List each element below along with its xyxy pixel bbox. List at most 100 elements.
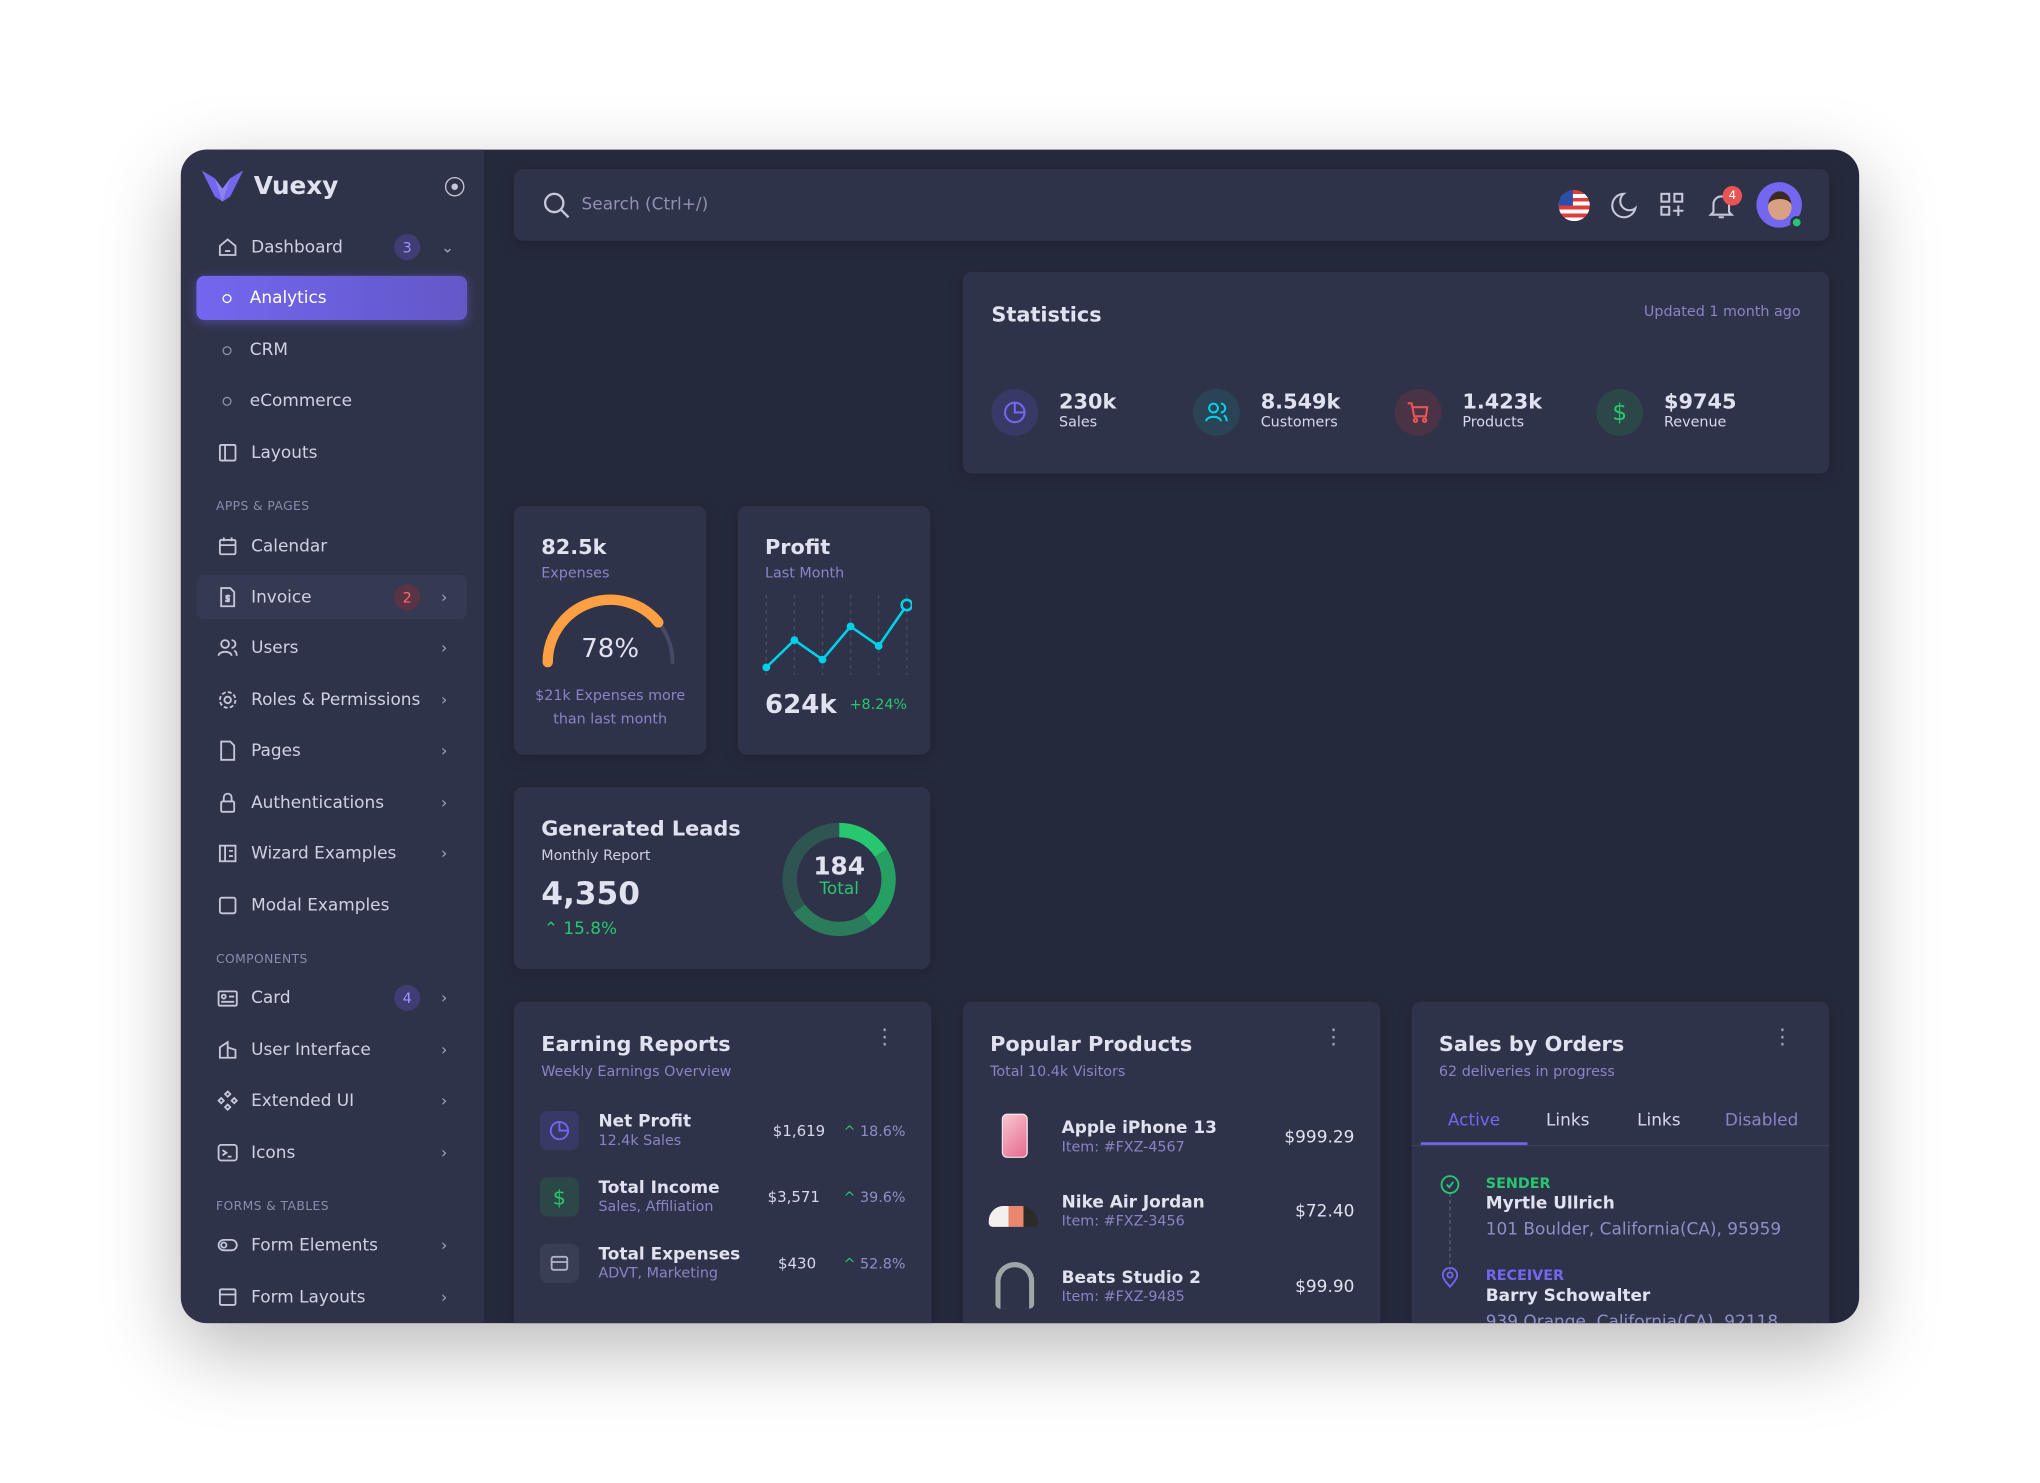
timeline-line (1449, 1193, 1451, 1272)
extended-icon (217, 1090, 239, 1112)
chevron-right-icon: › (441, 844, 448, 863)
search-icon[interactable] (543, 191, 572, 220)
earning-row: $ Total Income Sales, Affiliation $3,571 … (539, 1177, 906, 1217)
sidebar-item-pages[interactable]: Pages › (196, 729, 467, 773)
dollar-icon: $ (539, 1177, 579, 1217)
wizard-icon (217, 843, 238, 864)
profit-point (846, 622, 855, 631)
tab-links[interactable]: Links (1545, 1111, 1590, 1131)
chevron-right-icon: › (441, 988, 448, 1007)
more-vertical-icon[interactable]: ⋮ (1323, 1023, 1344, 1049)
sidebar-item-extended-ui[interactable]: Extended UI › (196, 1079, 467, 1123)
sidebar-item-dashboard[interactable]: Dashboard 3 ⌄ (196, 225, 467, 269)
lock-icon (217, 792, 238, 813)
map-pin-icon (1441, 1267, 1459, 1289)
terminal-icon (217, 1142, 238, 1163)
card-badge: 4 (394, 984, 421, 1011)
leads-change: ⌃ 15.8% (543, 919, 618, 940)
form-layout-icon (217, 1287, 238, 1308)
expenses-card: 82.5k Expenses 78% $21k Expenses more tha… (513, 506, 707, 755)
chevron-right-icon: › (441, 1143, 448, 1162)
us-flag-icon[interactable] (1558, 189, 1590, 222)
layout-icon (217, 442, 238, 463)
sidebar-item-wizard-examples[interactable]: Wizard Examples › (196, 831, 467, 875)
sidebar-item-analytics[interactable]: Analytics (196, 275, 468, 321)
sidebar-item-layouts[interactable]: Layouts (196, 431, 467, 475)
square-icon (217, 895, 238, 916)
settings-icon (217, 690, 238, 711)
arrow-up-icon: ⌃ (543, 919, 564, 940)
brand[interactable]: Vuexy (201, 170, 339, 202)
pie-chart-icon (991, 389, 1039, 436)
sidebar-item-roles-permissions[interactable]: Roles & Permissions › (196, 678, 467, 722)
product-row[interactable]: Beats Studio 2 Item: #FXZ-9485 $99.90 (989, 1261, 1354, 1311)
tab-disabled: Disabled (1724, 1111, 1799, 1131)
stat-customers: 8.549k Customers (1193, 389, 1395, 436)
product-row[interactable]: Apple iPhone 13 Item: #FXZ-4567 $999.29 (989, 1113, 1354, 1161)
product-row[interactable]: Nike Air Jordan Item: #FXZ-3456 $72.40 (988, 1188, 1354, 1235)
sidebar-item-icons[interactable]: Icons › (196, 1131, 467, 1175)
file-icon (217, 740, 238, 761)
sidebar-item-authentications[interactable]: Authentications › (196, 781, 467, 825)
chevron-right-icon: › (441, 741, 448, 760)
tab-active[interactable]: Active (1420, 1111, 1528, 1145)
profit-card: Profit Last Month 624k +8.24% (737, 506, 931, 755)
sidebar: Vuexy Dashboard 3 ⌄ Analytics CRM eComme… (180, 149, 484, 1324)
sidebar-toggle-icon[interactable] (444, 176, 465, 197)
invoice-badge: 2 (394, 584, 421, 611)
brand-name: Vuexy (253, 171, 339, 201)
sidebar-item-invoice[interactable]: Invoice 2 › (196, 575, 468, 620)
shoe-image (988, 1188, 1041, 1235)
sidebar-item-card[interactable]: Card 4 › (196, 976, 467, 1020)
notification-count-badge: 4 (1722, 186, 1743, 206)
arrow-up-icon: ^ (843, 1188, 861, 1206)
grid-apps-icon[interactable] (1659, 191, 1686, 218)
users-icon (1193, 389, 1240, 436)
more-vertical-icon[interactable]: ⋮ (874, 1023, 896, 1049)
popular-products-card: Popular Products Total 10.4k Visitors ⋮ … (962, 1001, 1381, 1324)
moon-icon[interactable] (1609, 191, 1638, 220)
check-circle-icon (1440, 1175, 1460, 1194)
generated-leads-card: Generated Leads Monthly Report 4,350 ⌃ 1… (513, 787, 931, 970)
chevron-right-icon: › (441, 1235, 448, 1255)
statistics-title: Statistics (991, 301, 1102, 327)
sidebar-item-form-elements[interactable]: Form Elements › (196, 1223, 467, 1267)
sidebar-item-crm[interactable]: CRM (196, 328, 467, 372)
chevron-right-icon: › (441, 690, 448, 710)
section-components: COMPONENTS (215, 952, 308, 967)
chevron-right-icon: › (441, 638, 448, 658)
chevron-right-icon: › (441, 793, 448, 812)
donut-segment (838, 822, 887, 858)
stat-revenue: $ $9745 Revenue (1596, 389, 1798, 436)
profit-change: +8.24% (849, 696, 908, 713)
circle-icon (222, 396, 232, 406)
pie-chart-icon (539, 1111, 579, 1151)
sidebar-item-user-interface[interactable]: User Interface › (196, 1028, 467, 1072)
user-avatar[interactable] (1756, 182, 1802, 228)
statistics-card: Statistics Updated 1 month ago 230k Sales… (962, 271, 1830, 474)
profit-point (818, 655, 827, 664)
sidebar-item-users[interactable]: Users › (196, 626, 467, 670)
vuexy-logo-icon (201, 170, 244, 202)
sidebar-item-form-layouts[interactable]: Form Layouts › (196, 1275, 467, 1319)
sales-by-orders-card: Sales by Orders 62 deliveries in progres… (1411, 1001, 1830, 1324)
leads-donut-chart (782, 822, 896, 937)
credit-card-icon (539, 1243, 579, 1283)
donut-segment (793, 904, 873, 937)
cart-icon (1394, 389, 1442, 436)
sidebar-item-ecommerce[interactable]: eCommerce (196, 379, 467, 423)
earning-row: Total Expenses ADVT, Marketing $430 ^ 52.… (539, 1243, 906, 1283)
section-apps-pages: APPS & PAGES (215, 499, 310, 514)
card-icon (217, 987, 238, 1008)
profit-point (874, 642, 883, 650)
sidebar-item-calendar[interactable]: Calendar (196, 524, 467, 568)
search-input[interactable] (581, 187, 1363, 222)
gauge-fill (542, 594, 664, 668)
tab-links-2[interactable]: Links (1637, 1111, 1681, 1131)
more-vertical-icon[interactable]: ⋮ (1771, 1023, 1793, 1049)
gauge-percent: 78% (581, 632, 640, 664)
sidebar-item-modal-examples[interactable]: Modal Examples (196, 883, 467, 927)
statistics-updated: Updated 1 month ago (1643, 303, 1801, 321)
donut-segment (782, 822, 840, 913)
dollar-icon: $ (1596, 389, 1644, 436)
